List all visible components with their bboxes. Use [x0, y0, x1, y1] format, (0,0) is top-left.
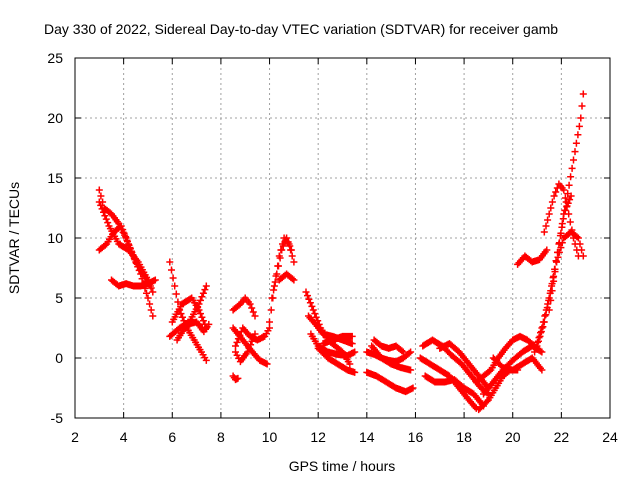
x-tick-label: 4 — [120, 429, 128, 445]
y-axis-tick-labels: -5 0 5 10 15 20 25 — [47, 50, 63, 426]
series-arc-e — [166, 258, 210, 364]
data-point-markers — [319, 332, 356, 348]
data-point-markers — [545, 192, 575, 314]
series-arc-a — [95, 186, 157, 320]
data-point-markers — [95, 186, 157, 320]
series-arc-x — [368, 342, 415, 374]
data-point-markers — [268, 234, 295, 302]
data-point-markers — [168, 294, 210, 332]
series-arc-f — [168, 294, 210, 332]
series-arc-ab — [421, 372, 487, 410]
x-tick-label: 14 — [359, 429, 375, 445]
y-tick-label: 20 — [47, 110, 63, 126]
series-arc-ag — [489, 354, 546, 374]
data-point-markers — [363, 368, 417, 396]
x-tick-label: 8 — [217, 429, 225, 445]
data-point-markers — [95, 198, 157, 296]
data-point-markers — [489, 354, 546, 374]
series-arc-m — [232, 330, 259, 366]
data-point-markers — [370, 336, 407, 356]
x-tick-label: 10 — [262, 429, 278, 445]
data-point-markers — [421, 372, 487, 410]
x-tick-label: 18 — [456, 429, 472, 445]
series-arc-y — [370, 336, 407, 356]
data-point-markers — [166, 258, 210, 364]
series-arc-o — [268, 234, 295, 302]
x-tick-label: 24 — [602, 429, 618, 445]
data-point-markers — [368, 342, 415, 374]
data-point-markers — [533, 90, 587, 350]
series-arc-c — [95, 198, 157, 296]
y-tick-label: 10 — [47, 230, 63, 246]
data-point-markers — [531, 228, 587, 356]
x-tick-label: 12 — [310, 429, 326, 445]
series-arc-u — [314, 344, 359, 376]
data-point-markers — [108, 276, 159, 290]
series-arc-t — [319, 332, 356, 348]
series-arc-ak — [531, 228, 587, 356]
data-point-markers — [514, 246, 551, 268]
x-axis-tick-labels: 2 4 6 8 10 12 14 16 18 20 22 24 — [71, 429, 618, 445]
series-arc-d — [108, 276, 159, 290]
data-point-markers — [229, 372, 242, 384]
axis-ticks — [74, 57, 611, 419]
series-arc-i — [229, 372, 242, 384]
data-point-markers — [232, 330, 259, 366]
x-tick-label: 2 — [71, 429, 79, 445]
chart-title: Day 330 of 2022, Sidereal Day-to-day VTE… — [44, 21, 558, 37]
data-point-markers — [436, 340, 492, 392]
x-tick-label: 22 — [554, 429, 570, 445]
data-point-markers — [229, 294, 259, 320]
grid — [75, 58, 610, 418]
series-arc-p — [275, 270, 298, 284]
x-tick-label: 16 — [408, 429, 424, 445]
x-tick-label: 20 — [505, 429, 521, 445]
x-tick-label: 6 — [168, 429, 176, 445]
y-axis-label: SDTVAR / TECUs — [6, 182, 22, 294]
series-arc-j — [229, 294, 259, 320]
x-axis-label: GPS time / hours — [289, 458, 396, 474]
series-arc-aj — [533, 90, 587, 350]
series-arc-w — [363, 368, 417, 396]
data-point-markers — [275, 270, 298, 284]
y-tick-label: 0 — [55, 350, 63, 366]
series-arc-ah — [514, 246, 551, 268]
series-arc-h — [173, 318, 213, 344]
data-points — [95, 90, 587, 414]
y-tick-label: 15 — [47, 170, 63, 186]
y-tick-label: -5 — [51, 410, 64, 426]
series-arc-al — [545, 192, 575, 314]
y-tick-label: 25 — [47, 50, 63, 66]
data-point-markers — [314, 344, 359, 376]
series-arc-ac — [436, 340, 492, 392]
data-point-markers — [173, 318, 213, 344]
y-tick-label: 5 — [55, 290, 63, 306]
